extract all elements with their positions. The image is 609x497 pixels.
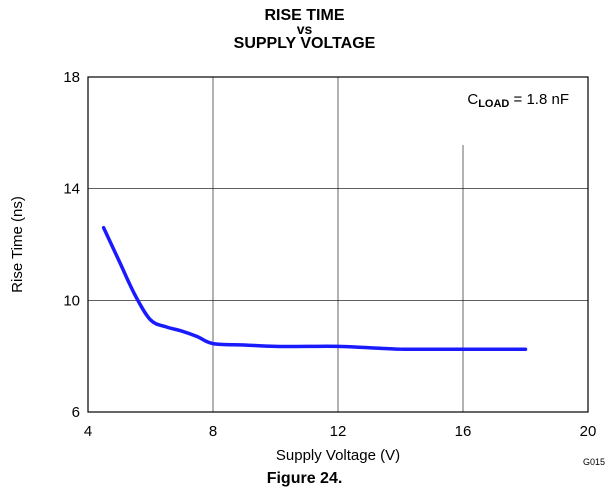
x-tick-label: 12 bbox=[330, 423, 347, 440]
x-tick-label: 20 bbox=[580, 423, 597, 440]
y-tick-label: 10 bbox=[63, 292, 80, 309]
x-tick-label: 16 bbox=[455, 423, 472, 440]
chart-title-line-1: RISE TIME bbox=[264, 7, 345, 24]
annotation-value: = 1.8 nF bbox=[509, 91, 569, 108]
y-axis-label: Rise Time (ns) bbox=[9, 196, 26, 293]
plot-frame bbox=[87, 76, 589, 413]
figure-caption: Figure 24. bbox=[266, 470, 343, 487]
x-axis-label: Supply Voltage (V) bbox=[276, 447, 400, 464]
x-tick-label: 4 bbox=[84, 423, 92, 440]
load-capacitance-annotation: CLOAD = 1.8 nF bbox=[467, 91, 569, 110]
annotation-prefix: C bbox=[467, 91, 479, 108]
grid-lines bbox=[88, 77, 588, 412]
annotation-subscript: LOAD bbox=[478, 98, 510, 110]
chart-title-line-2: vs bbox=[296, 21, 313, 37]
y-tick-label: 18 bbox=[63, 69, 80, 86]
y-tick-label: 6 bbox=[72, 404, 80, 421]
x-tick-label: 8 bbox=[209, 423, 217, 440]
rise-time-series-line bbox=[101, 226, 528, 352]
figure-code: G015 bbox=[582, 457, 605, 467]
chart-title-line-3: SUPPLY VOLTAGE bbox=[233, 35, 376, 52]
y-tick-label: 14 bbox=[63, 181, 80, 198]
data-series bbox=[101, 226, 528, 352]
tick-labels: 4 8 12 16 20 6 10 14 18 bbox=[63, 69, 596, 440]
